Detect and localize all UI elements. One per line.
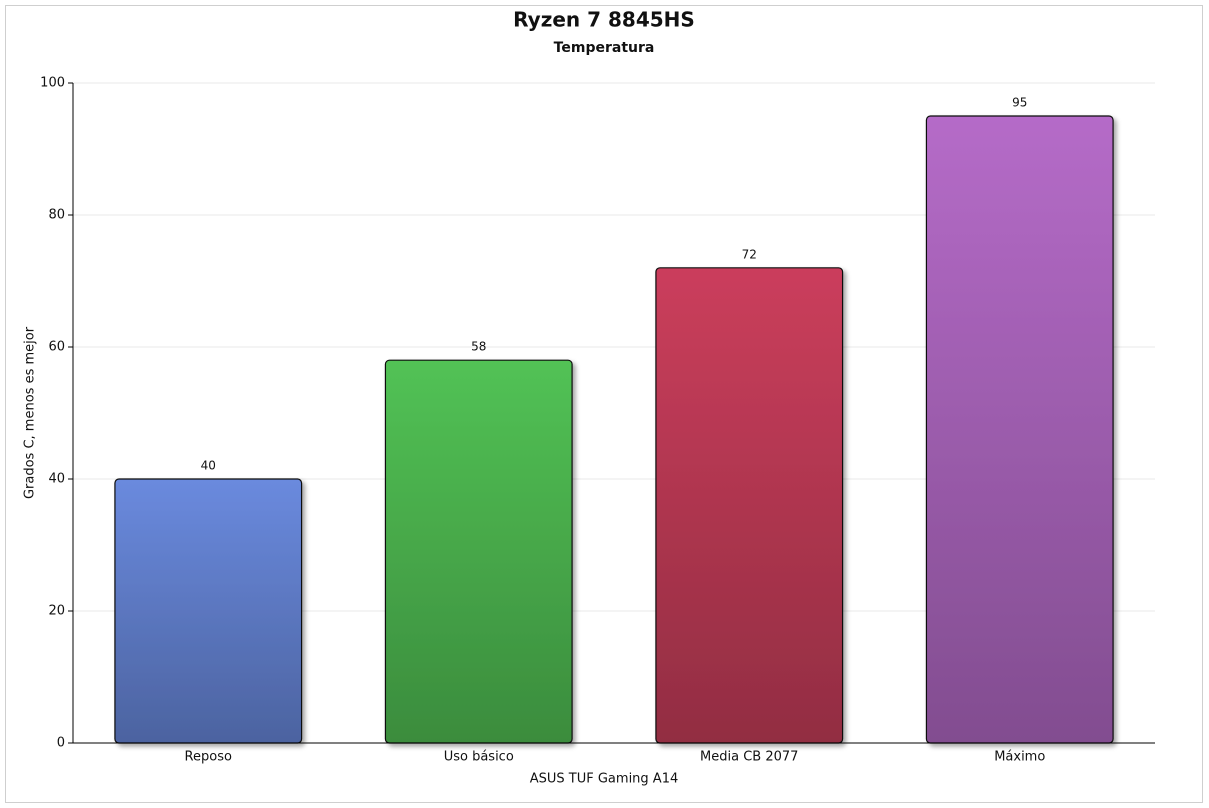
x-tick-label: Media CB 2077 [700, 750, 798, 765]
data-label: 40 [201, 459, 216, 473]
chart-title: Ryzen 7 8845HS [513, 8, 695, 32]
y-tick-label: 60 [48, 340, 65, 355]
bar [925, 115, 1114, 744]
y-tick-label: 0 [57, 736, 65, 751]
y-axis-label: Grados C, menos es mejor [23, 326, 38, 499]
bar [114, 478, 303, 744]
y-tick-label: 100 [40, 76, 65, 91]
x-tick-label: Máximo [994, 750, 1045, 765]
x-tick-label: Reposo [185, 750, 232, 765]
data-label: 95 [1012, 96, 1027, 110]
x-axis-label: ASUS TUF Gaming A14 [530, 772, 678, 787]
y-tick-label: 80 [48, 208, 65, 223]
data-label: 58 [471, 340, 486, 354]
chart-subtitle: Temperatura [554, 40, 655, 56]
bar [655, 267, 844, 744]
y-tick-label: 40 [48, 472, 65, 487]
y-tick-label: 20 [48, 604, 65, 619]
bar [384, 359, 573, 744]
x-tick-label: Uso básico [444, 750, 514, 765]
data-label: 72 [742, 247, 757, 261]
